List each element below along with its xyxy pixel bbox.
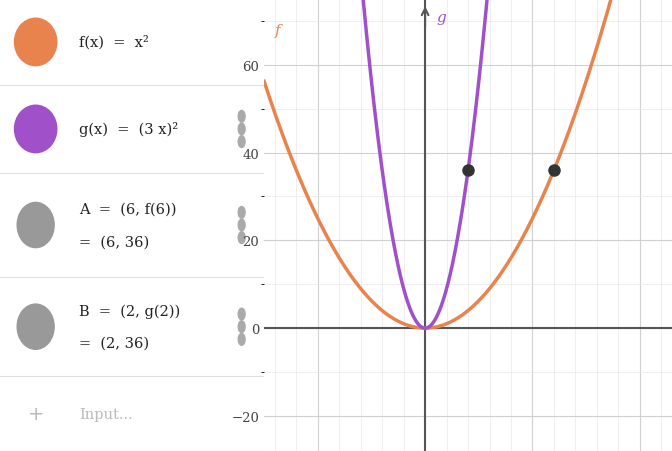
Circle shape [238,308,245,320]
Circle shape [238,136,245,148]
Text: =  (2, 36): = (2, 36) [79,336,149,350]
Text: =  (6, 36): = (6, 36) [79,235,149,249]
Ellipse shape [17,304,54,350]
Circle shape [238,124,245,135]
Text: +: + [28,404,44,423]
Text: f: f [275,24,280,38]
Circle shape [238,232,245,244]
Text: g: g [437,11,447,25]
Circle shape [238,207,245,219]
Text: Input...: Input... [79,407,133,421]
Circle shape [238,220,245,231]
Circle shape [238,334,245,345]
Circle shape [238,111,245,123]
Text: A  =  (6, f(6)): A = (6, f(6)) [79,202,177,216]
Ellipse shape [15,106,56,153]
Text: f(x)  =  x²: f(x) = x² [79,36,149,50]
Ellipse shape [17,203,54,248]
Text: g(x)  =  (3 x)²: g(x) = (3 x)² [79,122,178,137]
Circle shape [238,321,245,333]
Ellipse shape [15,19,56,66]
Text: B  =  (2, g(2)): B = (2, g(2)) [79,304,181,318]
